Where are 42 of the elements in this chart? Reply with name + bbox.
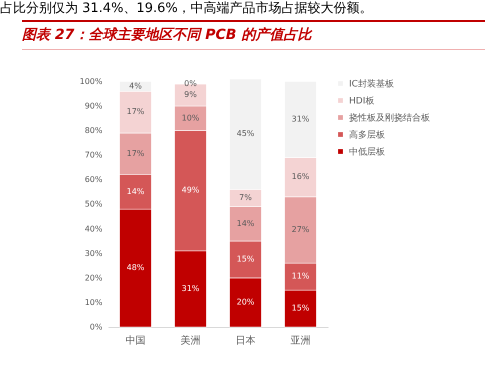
text: 占比分别仅为 31.4%、19.6%，中高端产品市场占据较大份额。 <box>0 1 373 17</box>
data-label: 20% <box>236 297 255 306</box>
data-label: 4% <box>129 81 142 90</box>
y-tick-label: 20% <box>84 273 103 282</box>
data-label: 7% <box>239 193 252 202</box>
data-label: 48% <box>126 263 145 272</box>
y-tick-label: 40% <box>84 224 103 234</box>
y-tick-label: 60% <box>84 175 103 184</box>
data-label: 15% <box>292 304 310 313</box>
data-label: 9% <box>184 90 198 99</box>
data-label: 31% <box>292 114 310 124</box>
y-tick-label: 70% <box>84 150 103 160</box>
data-label: 49% <box>182 186 200 195</box>
data-label: 17% <box>126 107 145 116</box>
data-label: 14% <box>126 186 145 196</box>
y-tick-label: 10% <box>84 298 103 307</box>
legend-label: IC封装基板 <box>349 78 394 90</box>
data-label: 0% <box>184 78 198 88</box>
legend-label: 挠性板及刚挠结合板 <box>349 112 430 124</box>
data-label: 16% <box>292 172 310 182</box>
x-tick-label: 日本 <box>236 334 256 346</box>
data-label: 15% <box>236 254 255 264</box>
data-label: 10% <box>182 113 200 122</box>
legend-label: 高多层板 <box>349 130 385 140</box>
chart-title: 图表 27：全球主要地区不同 PCB 的产值占比 <box>22 20 485 50</box>
y-tick-label: 30% <box>84 248 103 258</box>
y-tick-label: 50% <box>84 200 103 209</box>
data-label: 14% <box>236 218 255 228</box>
y-tick-label: 0% <box>90 322 103 332</box>
legend-label: HDI板 <box>349 96 374 106</box>
data-label: 17% <box>126 148 145 158</box>
x-tick-label: 中国 <box>126 334 146 346</box>
data-label: 31% <box>182 284 200 293</box>
y-tick-label: 100% <box>80 76 103 86</box>
data-label: 27% <box>292 225 310 234</box>
y-tick-label: 90% <box>84 102 103 111</box>
y-tick-label: 80% <box>84 126 103 136</box>
x-tick-label: 亚洲 <box>290 334 310 346</box>
data-label: 45% <box>236 129 255 138</box>
x-tick-label: 美洲 <box>180 334 200 346</box>
legend-label: 中低层板 <box>349 146 385 158</box>
data-label: 11% <box>292 272 310 281</box>
